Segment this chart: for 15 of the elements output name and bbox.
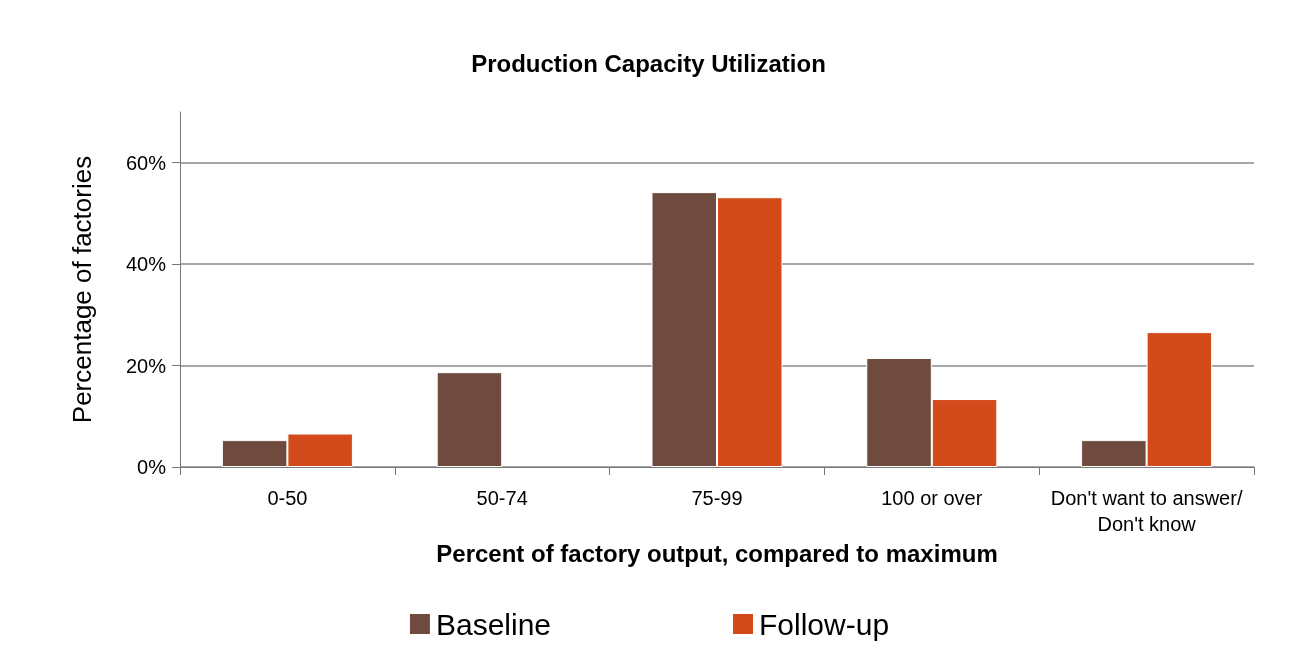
- y-tick-label: 60%: [125, 151, 167, 174]
- legend-label: Baseline: [435, 607, 552, 641]
- y-tick-label: 40%: [125, 253, 167, 276]
- x-tick-label: 50-74: [476, 487, 528, 509]
- y-axis-title: Percentage of factories: [67, 155, 97, 424]
- x-tick-label: 100 or over: [881, 487, 983, 509]
- legend-label: Follow-up: [759, 607, 890, 641]
- y-tick-label: 20%: [125, 354, 167, 377]
- bar: [436, 372, 503, 467]
- x-tick-label: Don't want to answer/Don't know: [1050, 487, 1243, 535]
- x-tick-label: 75-99: [691, 487, 743, 509]
- x-tick-label: 0-50: [267, 487, 308, 509]
- x-axis-title: Percent of factory output, compared to maximum: [436, 540, 998, 568]
- chart-title: Production Capacity Utilization: [471, 49, 826, 77]
- y-tick-label: 0%: [137, 456, 167, 478]
